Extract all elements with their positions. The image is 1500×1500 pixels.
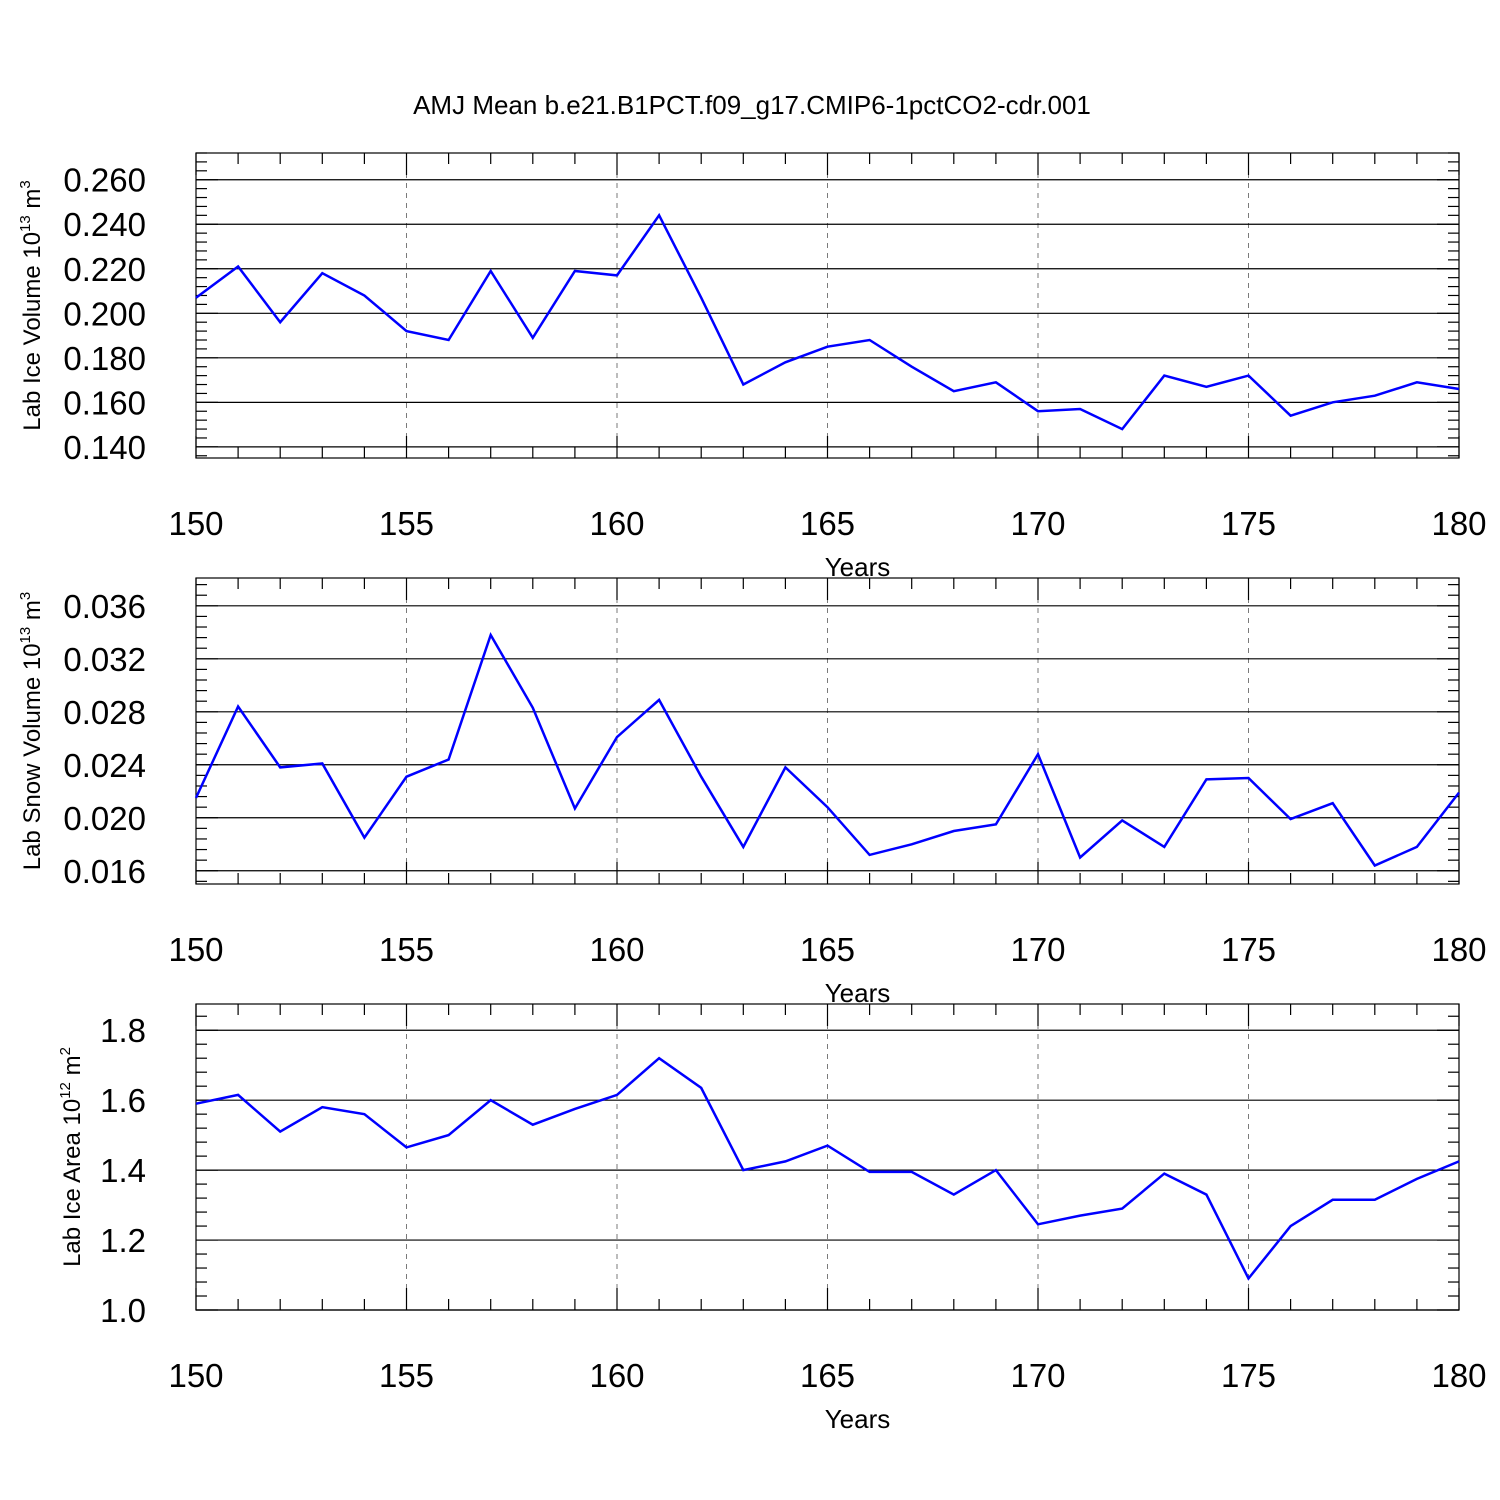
y-tick-label: 0.260 <box>63 162 146 199</box>
y-tick-label: 0.024 <box>63 747 146 784</box>
x-tick-label: 170 <box>1010 1357 1065 1394</box>
y-axis-label-unit: m <box>19 189 46 216</box>
y-axis-label-exponent: 12 <box>57 1082 74 1099</box>
x-axis-label: Years <box>825 978 891 1008</box>
x-tick-label: 155 <box>379 931 434 968</box>
series-line <box>195 212 1460 431</box>
x-tick-label: 160 <box>589 1357 644 1394</box>
panel-ice-area: 150 155 160 165 170 175 180 1.0 1.2 1.4 1.6 1.8 Year… <box>57 1003 1487 1434</box>
y-tick-label: 1.8 <box>100 1012 146 1049</box>
y-tick-label: 0.028 <box>63 694 146 731</box>
y-axis-label-unit-exponent: 3 <box>17 592 34 600</box>
y-tick-label: 0.036 <box>63 588 146 625</box>
x-tick-label: 150 <box>168 1357 223 1394</box>
x-tick-label: 180 <box>1431 1357 1486 1394</box>
x-axis-label: Years <box>825 1404 891 1434</box>
y-tick-label: 0.016 <box>63 853 146 890</box>
x-tick-label: 165 <box>800 505 855 542</box>
y-tick-label: 0.200 <box>63 295 146 332</box>
series-line <box>194 631 1460 868</box>
x-tick-label: 150 <box>168 505 223 542</box>
y-axis-label-exponent: 13 <box>17 215 34 232</box>
y-axis-label-unit: m <box>19 600 46 627</box>
y-axis-label-main: Lab Snow Volume 10 <box>19 643 46 870</box>
x-tick-label: 175 <box>1221 505 1276 542</box>
y-tick-label: 0.020 <box>63 800 146 837</box>
x-tick-label: 155 <box>379 505 434 542</box>
y-tick-label: 0.140 <box>63 429 146 466</box>
y-tick-label: 0.180 <box>63 340 146 377</box>
y-axis-label-unit-exponent: 3 <box>17 180 34 188</box>
y-axis-label-main: Lab Ice Volume 10 <box>19 232 46 431</box>
y-axis-label: Lab Ice Volume 1013 m3 <box>17 180 46 431</box>
x-axis-label: Years <box>825 552 891 582</box>
y-axis-label: Lab Ice Area 1012 m2 <box>57 1047 86 1267</box>
x-tick-label: 165 <box>800 1357 855 1394</box>
y-tick-label: 0.240 <box>63 206 146 243</box>
panel-ice-volume: 150 155 160 165 170 175 180 0.140 0.160 0.180 0.20… <box>17 152 1487 582</box>
y-tick-label: 0.220 <box>63 251 146 288</box>
x-tick-label: 170 <box>1010 931 1065 968</box>
y-axis-label: Lab Snow Volume 1013 m3 <box>17 592 46 871</box>
series-line <box>195 1056 1460 1281</box>
y-axis-label-unit: m <box>59 1055 86 1082</box>
x-tick-label: 150 <box>168 931 223 968</box>
x-tick-label: 160 <box>589 505 644 542</box>
panel-snow-volume: 150 155 160 165 170 175 180 0.016 0.020 0.024 0.02… <box>17 577 1487 1008</box>
y-axis-label-main: Lab Ice Area 10 <box>59 1099 86 1267</box>
y-tick-label: 1.4 <box>100 1152 146 1189</box>
y-tick-label: 1.2 <box>100 1222 146 1259</box>
y-tick-label: 0.032 <box>63 641 146 678</box>
x-tick-label: 180 <box>1431 505 1486 542</box>
x-tick-label: 170 <box>1010 505 1065 542</box>
x-tick-label: 160 <box>589 931 644 968</box>
x-tick-label: 165 <box>800 931 855 968</box>
y-axis-label-exponent: 13 <box>17 627 34 644</box>
x-tick-label: 180 <box>1431 931 1486 968</box>
y-tick-label: 1.0 <box>100 1292 146 1329</box>
figure-title: AMJ Mean b.e21.B1PCT.f09_g17.CMIP6-1pctC… <box>413 90 1091 120</box>
y-tick-label: 0.160 <box>63 384 146 421</box>
x-tick-label: 155 <box>379 1357 434 1394</box>
y-tick-label: 1.6 <box>100 1082 146 1119</box>
x-tick-label: 175 <box>1221 1357 1276 1394</box>
x-tick-label: 175 <box>1221 931 1276 968</box>
y-axis-label-unit-exponent: 2 <box>57 1047 74 1055</box>
